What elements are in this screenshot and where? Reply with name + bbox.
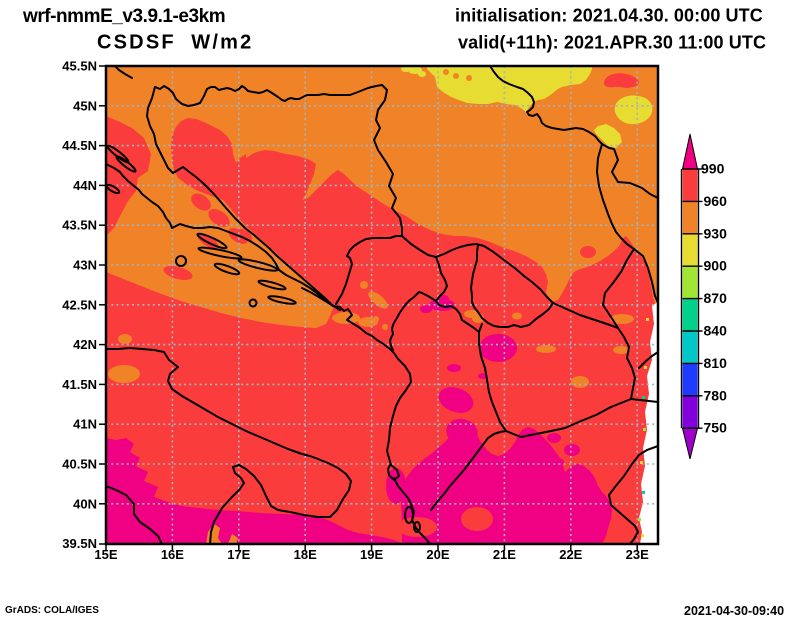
svg-text:39.5N: 39.5N bbox=[62, 536, 97, 551]
svg-text:990: 990 bbox=[701, 161, 725, 177]
svg-text:40N: 40N bbox=[73, 496, 97, 511]
svg-text:750: 750 bbox=[704, 420, 728, 436]
svg-text:wrf-nmmE_v3.9.1-e3km: wrf-nmmE_v3.9.1-e3km bbox=[22, 6, 225, 27]
svg-text:40.5N: 40.5N bbox=[62, 457, 97, 472]
svg-text:17E: 17E bbox=[227, 547, 250, 562]
svg-text:22E: 22E bbox=[559, 547, 582, 562]
svg-text:42N: 42N bbox=[73, 337, 97, 352]
svg-text:960: 960 bbox=[704, 193, 728, 209]
svg-text:780: 780 bbox=[704, 387, 728, 403]
svg-text:930: 930 bbox=[704, 225, 728, 241]
svg-text:23E: 23E bbox=[626, 547, 649, 562]
svg-text:44N: 44N bbox=[73, 178, 97, 193]
svg-text:19E: 19E bbox=[360, 547, 383, 562]
svg-text:CSDSF W/m2: CSDSF W/m2 bbox=[97, 32, 253, 54]
svg-text:initialisation: 2021.04.30. 00: initialisation: 2021.04.30. 00:00 UTC bbox=[455, 6, 763, 26]
svg-text:GrADS: COLA/IGES: GrADS: COLA/IGES bbox=[5, 605, 99, 616]
svg-text:18E: 18E bbox=[294, 547, 317, 562]
svg-text:840: 840 bbox=[704, 323, 728, 339]
svg-text:44.5N: 44.5N bbox=[62, 138, 97, 153]
svg-text:20E: 20E bbox=[426, 547, 449, 562]
svg-text:valid(+11h): 2021.APR.30 11:00: valid(+11h): 2021.APR.30 11:00 UTC bbox=[458, 33, 766, 53]
svg-text:16E: 16E bbox=[161, 547, 184, 562]
svg-text:900: 900 bbox=[704, 258, 728, 274]
svg-text:21E: 21E bbox=[493, 547, 516, 562]
svg-text:41.5N: 41.5N bbox=[62, 377, 97, 392]
svg-text:15E: 15E bbox=[94, 547, 117, 562]
svg-text:41N: 41N bbox=[73, 417, 97, 432]
svg-text:45N: 45N bbox=[73, 98, 97, 113]
svg-text:810: 810 bbox=[704, 355, 728, 371]
svg-text:43.5N: 43.5N bbox=[62, 218, 97, 233]
svg-text:45.5N: 45.5N bbox=[62, 59, 97, 74]
svg-text:870: 870 bbox=[704, 290, 728, 306]
svg-text:42.5N: 42.5N bbox=[62, 297, 97, 312]
svg-text:2021-04-30-09:40: 2021-04-30-09:40 bbox=[684, 604, 784, 618]
svg-text:43N: 43N bbox=[73, 258, 97, 273]
